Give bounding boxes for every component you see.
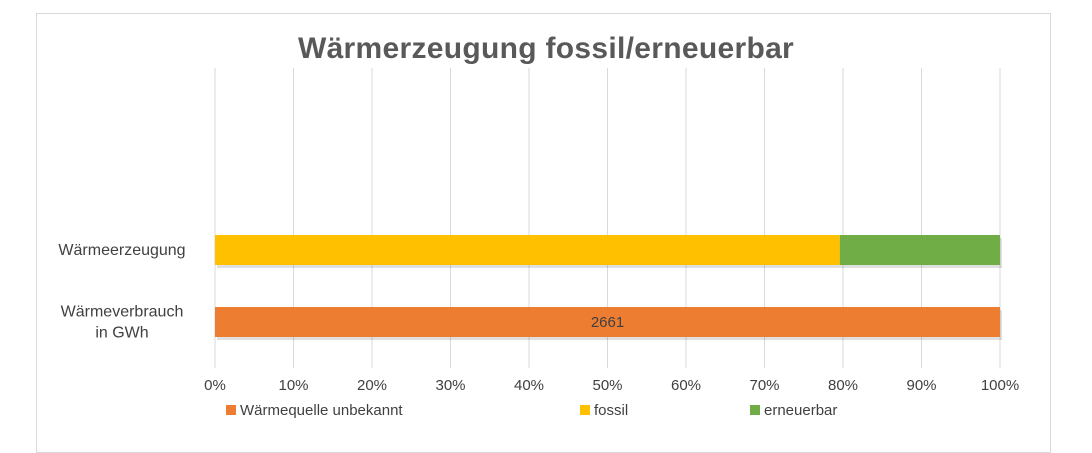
x-tick-label: 30% xyxy=(435,377,465,394)
bar-segment xyxy=(839,235,1000,265)
legend-swatch xyxy=(750,405,760,415)
chart-title: Wärmerzeugung fossil/erneuerbar xyxy=(297,32,795,65)
x-tick-label: 0% xyxy=(204,377,226,394)
x-tick-label: 10% xyxy=(278,377,308,394)
x-tick-label: 40% xyxy=(514,377,544,394)
legend-swatch xyxy=(226,405,236,415)
chart-frame xyxy=(36,13,1051,453)
category-label: Wärmeerzeugung xyxy=(58,242,185,259)
x-tick-label: 100% xyxy=(981,377,1019,394)
bar-segment xyxy=(215,307,1000,337)
legend-swatch xyxy=(580,405,590,415)
x-tick-label: 90% xyxy=(906,377,936,394)
legend-label: fossil xyxy=(594,402,628,419)
legend-label: Wärmequelle unbekannt xyxy=(240,402,403,419)
x-tick-label: 70% xyxy=(749,377,779,394)
bar-segment xyxy=(215,235,840,265)
x-tick-label: 80% xyxy=(828,377,858,394)
x-tick-label: 60% xyxy=(671,377,701,394)
legend-label: erneuerbar xyxy=(764,402,837,419)
category-label: in GWh xyxy=(95,325,148,342)
x-tick-label: 50% xyxy=(592,377,622,394)
data-label: 2661 xyxy=(591,314,624,331)
chart-plot: 0% 10% 20% 30% 40% 50% 60% 70% 80% 90% 100% Wärmeer… xyxy=(58,68,1019,419)
category-label: Wärmeverbrauch xyxy=(61,304,184,321)
x-tick-label: 20% xyxy=(357,377,387,394)
